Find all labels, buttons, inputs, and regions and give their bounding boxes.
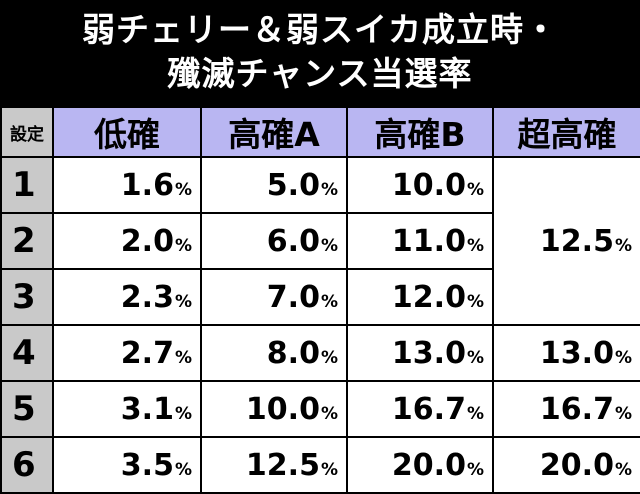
title-line-1: 弱チェリー＆弱スイカ成立時・: [82, 10, 558, 49]
value-number: 12.0: [391, 279, 466, 315]
percent-sign: %: [320, 347, 338, 368]
probability-table: 設定 低確 高確A 高確B 超高確 1 1.6% 5.0% 10.0% 12.5…: [0, 106, 640, 494]
value-number: 13.0: [539, 335, 614, 371]
value-number: 6.0: [266, 223, 320, 259]
table-row: 2 2.0% 6.0% 11.0%: [0, 212, 640, 270]
value-cell-low: 2.0%: [52, 212, 202, 270]
value-number: 2.0: [120, 223, 174, 259]
percent-sign: %: [174, 291, 192, 312]
value-cell-low: 2.3%: [52, 268, 202, 326]
percent-sign: %: [466, 347, 484, 368]
column-header-low: 低確: [52, 106, 202, 158]
percent-sign: %: [466, 235, 484, 256]
setting-column-header: 設定: [0, 106, 54, 158]
percent-sign: %: [466, 459, 484, 480]
value-number: 11.0: [391, 223, 466, 259]
value-cell-high-a: 10.0%: [200, 380, 348, 438]
column-header-high-a: 高確A: [200, 106, 348, 158]
page-title: 弱チェリー＆弱スイカ成立時・ 殲滅チャンス当選率: [0, 0, 640, 104]
value-cell-high-a: 6.0%: [200, 212, 348, 270]
value-cell-high-a: 7.0%: [200, 268, 348, 326]
setting-cell: 3: [0, 268, 54, 326]
percent-sign: %: [614, 459, 632, 480]
value-cell-low: 2.7%: [52, 324, 202, 382]
value-number: 20.0: [539, 447, 614, 483]
value-number: 10.0: [245, 391, 320, 427]
value-cell-low: 1.6%: [52, 156, 202, 214]
column-header-super-high: 超高確: [492, 106, 640, 158]
percent-sign: %: [320, 459, 338, 480]
percent-sign: %: [466, 179, 484, 200]
value-cell-low: 3.1%: [52, 380, 202, 438]
percent-sign: %: [320, 403, 338, 424]
header-row: 設定 低確 高確A 高確B 超高確: [0, 106, 640, 158]
value-cell-high-b: 16.7%: [346, 380, 494, 438]
table-row: 4 2.7% 8.0% 13.0% 13.0%: [0, 324, 640, 382]
percent-sign: %: [614, 235, 632, 256]
table-row: 5 3.1% 10.0% 16.7% 16.7%: [0, 380, 640, 438]
percent-sign: %: [320, 291, 338, 312]
percent-sign: %: [320, 235, 338, 256]
value-number: 12.5: [245, 447, 320, 483]
value-number: 16.7: [391, 391, 466, 427]
setting-cell: 6: [0, 436, 54, 494]
value-number: 1.6: [120, 167, 174, 203]
percent-sign: %: [320, 179, 338, 200]
setting-cell: 5: [0, 380, 54, 438]
percent-sign: %: [174, 459, 192, 480]
percent-sign: %: [614, 403, 632, 424]
value-number: 3.5: [120, 447, 174, 483]
percent-sign: %: [174, 235, 192, 256]
value-number: 13.0: [391, 335, 466, 371]
value-cell-low: 3.5%: [52, 436, 202, 494]
setting-cell: 2: [0, 212, 54, 270]
value-cell-high-a: 5.0%: [200, 156, 348, 214]
value-cell-super-high-merged: 12.5%: [492, 156, 640, 326]
value-number: 5.0: [266, 167, 320, 203]
value-cell-super-high: 20.0%: [492, 436, 640, 494]
value-cell-super-high: 13.0%: [492, 324, 640, 382]
table-row: 6 3.5% 12.5% 20.0% 20.0%: [0, 436, 640, 494]
table-row: 3 2.3% 7.0% 12.0%: [0, 268, 640, 326]
value-number: 3.1: [120, 391, 174, 427]
column-header-high-b: 高確B: [346, 106, 494, 158]
table-row: 1 1.6% 5.0% 10.0% 12.5%: [0, 156, 640, 326]
value-cell-high-a: 8.0%: [200, 324, 348, 382]
setting-cell: 1: [0, 156, 54, 214]
percent-sign: %: [174, 179, 192, 200]
value-number: 2.7: [120, 335, 174, 371]
percent-sign: %: [466, 403, 484, 424]
value-cell-high-b: 13.0%: [346, 324, 494, 382]
value-number: 20.0: [391, 447, 466, 483]
value-number: 8.0: [266, 335, 320, 371]
value-number: 7.0: [266, 279, 320, 315]
percent-sign: %: [174, 347, 192, 368]
value-cell-high-b: 12.0%: [346, 268, 494, 326]
value-cell-super-high: 16.7%: [492, 380, 640, 438]
value-cell-high-b: 11.0%: [346, 212, 494, 270]
value-number: 16.7: [539, 391, 614, 427]
percent-sign: %: [614, 347, 632, 368]
value-cell-high-b: 20.0%: [346, 436, 494, 494]
setting-cell: 4: [0, 324, 54, 382]
value-cell-high-a: 12.5%: [200, 436, 348, 494]
value-number: 10.0: [391, 167, 466, 203]
title-line-2: 殲滅チャンス当選率: [167, 54, 473, 93]
value-number: 2.3: [120, 279, 174, 315]
percent-sign: %: [174, 403, 192, 424]
value-cell-high-b: 10.0%: [346, 156, 494, 214]
value-number: 12.5: [539, 223, 614, 259]
percent-sign: %: [466, 291, 484, 312]
